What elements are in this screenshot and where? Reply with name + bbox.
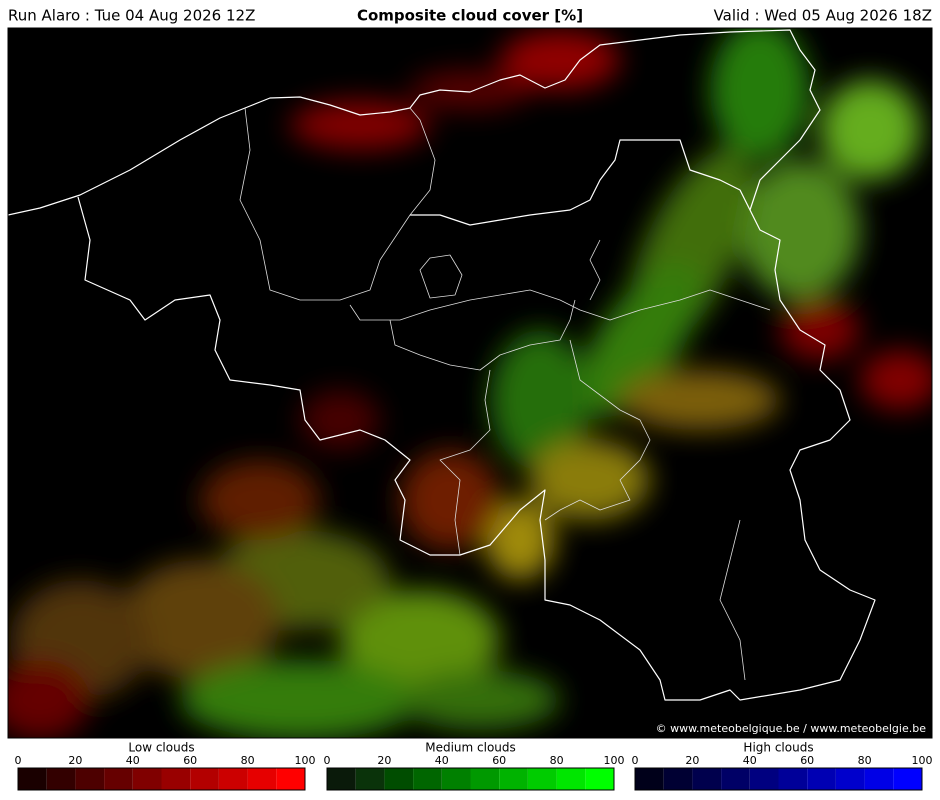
- legend-swatch: [893, 768, 922, 790]
- legend-swatch: [663, 768, 693, 790]
- legend-swatch: [161, 768, 191, 790]
- legend-tick-label: 80: [241, 754, 255, 767]
- legend-swatch: [527, 768, 557, 790]
- legend-tick-label: 40: [743, 754, 757, 767]
- region-border: [239, 107, 436, 301]
- map: © www.meteobelgique.be / www.meteobelgie…: [8, 28, 932, 738]
- legend-swatch: [470, 768, 500, 790]
- legend-tick-label: 60: [492, 754, 506, 767]
- legend-tick-label: 20: [685, 754, 699, 767]
- legend-tick-label: 100: [295, 754, 316, 767]
- legend-swatch: [556, 768, 586, 790]
- legend-tick-label: 40: [435, 754, 449, 767]
- legend-swatch: [413, 768, 442, 790]
- national-border: [77, 139, 876, 701]
- map-frame: [7, 27, 933, 739]
- legend-frame: [326, 767, 615, 791]
- legend-title: High clouds: [743, 741, 813, 755]
- legend-swatch: [384, 768, 414, 790]
- credit: © www.meteobelgique.be / www.meteobelgie…: [656, 722, 927, 735]
- legend-swatch: [276, 768, 305, 790]
- legend-swatch: [218, 768, 248, 790]
- legend-tick-label: 0: [324, 754, 331, 767]
- legend-swatch: [247, 768, 277, 790]
- legend-swatch: [864, 768, 894, 790]
- legend-swatch: [104, 768, 133, 790]
- legend-swatch: [327, 768, 356, 790]
- run-label: Run Alaro : Tue 04 Aug 2026 12Z: [8, 7, 255, 25]
- legend-swatch: [441, 768, 471, 790]
- legend-swatch: [635, 768, 664, 790]
- region-border: [719, 519, 746, 681]
- legend-tick-label: 0: [15, 754, 22, 767]
- cloud-field: [8, 28, 932, 738]
- legend-tick-label: 100: [912, 754, 933, 767]
- legend-swatch: [46, 768, 76, 790]
- legend-tick-label: 20: [68, 754, 82, 767]
- legend-tick-label: 80: [550, 754, 564, 767]
- legend-swatch: [132, 768, 162, 790]
- legend-tick-label: 60: [183, 754, 197, 767]
- legend-tick-label: 60: [800, 754, 814, 767]
- legend-frame: [634, 767, 923, 791]
- legend-swatch: [835, 768, 865, 790]
- map-title: Composite cloud cover [%]: [357, 7, 583, 25]
- legend-tick-label: 100: [604, 754, 625, 767]
- legend-swatch: [355, 768, 385, 790]
- legend-swatch: [692, 768, 722, 790]
- legend-frame: [17, 767, 306, 791]
- legend-swatch: [18, 768, 47, 790]
- region-border: [439, 369, 491, 556]
- legend-tick-label: 40: [126, 754, 140, 767]
- legend-tick-label: 80: [858, 754, 872, 767]
- legend-swatch: [778, 768, 808, 790]
- legend-swatch: [585, 768, 614, 790]
- region-border: [589, 239, 601, 301]
- region-border: [419, 254, 463, 299]
- legend-title: Medium clouds: [425, 741, 516, 755]
- legend-swatch: [721, 768, 750, 790]
- region-border: [349, 289, 771, 321]
- legend-swatch: [807, 768, 836, 790]
- region-border: [544, 339, 651, 521]
- legend-title: Low clouds: [128, 741, 194, 755]
- legend-swatch: [499, 768, 528, 790]
- region-border: [389, 299, 576, 371]
- legend-swatch: [190, 768, 219, 790]
- legend-tick-label: 0: [632, 754, 639, 767]
- legend-tick-label: 20: [377, 754, 391, 767]
- valid-label: Valid : Wed 05 Aug 2026 18Z: [714, 7, 932, 25]
- legends: Low clouds 0 20 40 60 80 100 Medium clouds 0 20 40…: [15, 741, 933, 791]
- legend-swatch: [75, 768, 105, 790]
- coastline: [8, 29, 821, 216]
- legend-swatch: [749, 768, 779, 790]
